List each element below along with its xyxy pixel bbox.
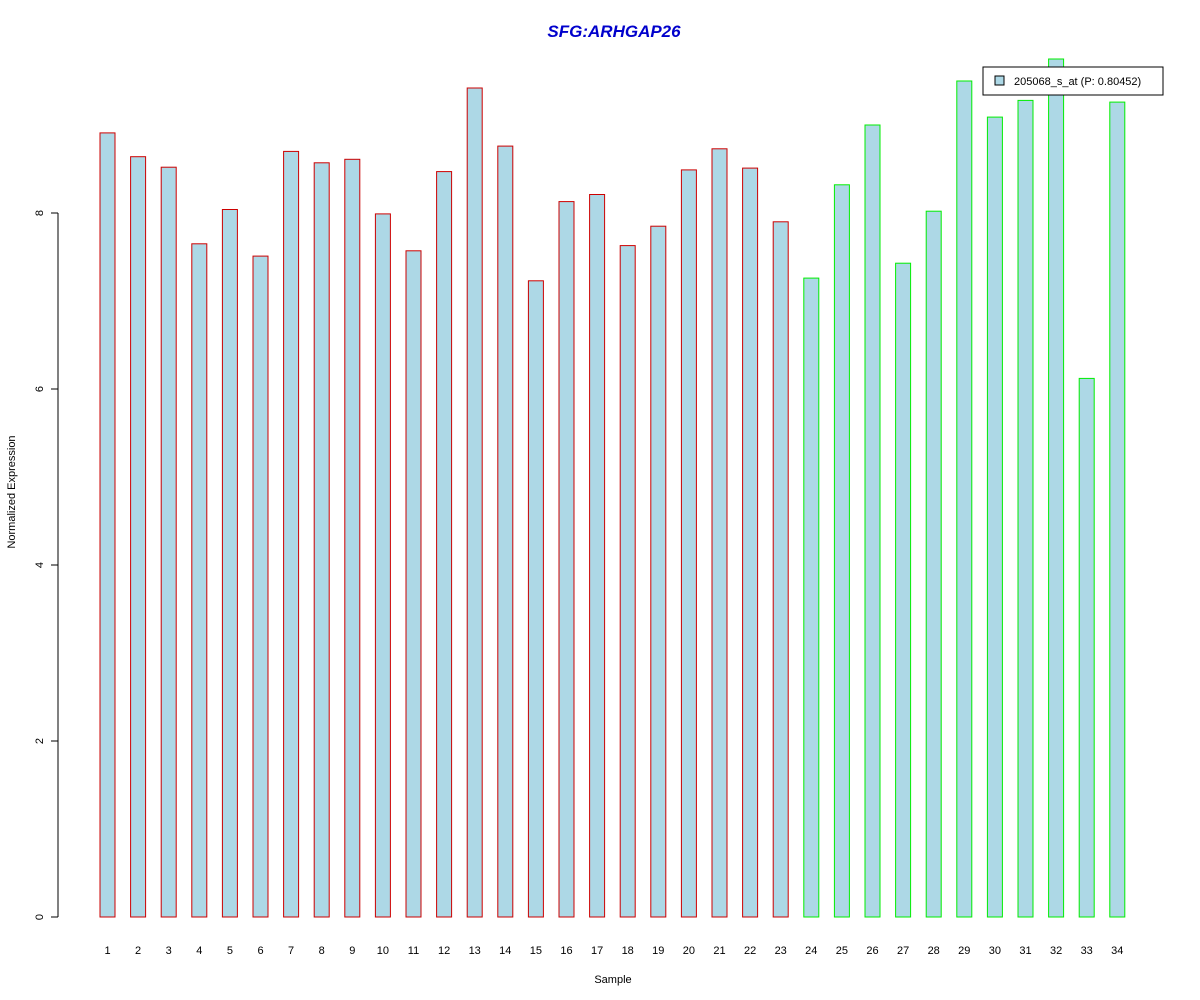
x-tick-label: 31 [1019, 945, 1031, 957]
bar-30 [986, 116, 1003, 918]
y-axis: 0 2 4 6 8 [34, 210, 59, 920]
bar-14 [497, 145, 514, 918]
x-tick-label: 8 [319, 945, 325, 957]
bar-16 [558, 201, 575, 918]
bar-21 [711, 148, 728, 918]
bar-23 [772, 221, 789, 918]
x-tick-label: 10 [377, 945, 389, 957]
x-tick-label: 7 [288, 945, 294, 957]
bar-1 [99, 132, 116, 918]
bar-34 [1109, 101, 1126, 918]
bar-17 [589, 194, 606, 918]
y-tick-label: 6 [34, 386, 46, 392]
bar-27 [895, 262, 912, 918]
y-tick-label: 2 [34, 738, 46, 744]
bar-7 [283, 150, 300, 918]
x-tick-label: 9 [349, 945, 355, 957]
bar-29 [956, 80, 973, 918]
x-tick-label: 11 [408, 945, 419, 957]
x-tick-label: 29 [958, 945, 970, 957]
x-tick-label: 3 [166, 945, 172, 957]
x-tick-label: 30 [989, 945, 1001, 957]
x-tick-label: 6 [257, 945, 263, 957]
x-tick-label: 16 [560, 945, 572, 957]
bar-24 [803, 277, 820, 918]
x-tick-labels: 1 2 3 4 5 6 7 8 9 10 11 12 13 14 15 16 17 18 19 20 21 22 23 24 2… [104, 945, 1123, 957]
bar-18 [619, 245, 636, 918]
x-tick-label: 19 [652, 945, 664, 957]
legend-swatch [994, 75, 1005, 86]
x-tick-label: 26 [866, 945, 878, 957]
x-tick-label: 33 [1081, 945, 1093, 957]
x-axis-label: Sample [594, 974, 631, 986]
bar-13 [466, 87, 483, 918]
x-tick-label: 5 [227, 945, 233, 957]
x-tick-label: 1 [104, 945, 110, 957]
bar-25 [833, 184, 850, 918]
x-tick-label: 27 [897, 945, 909, 957]
bar-33 [1078, 377, 1095, 918]
legend-box [982, 66, 1164, 96]
x-tick-label: 25 [836, 945, 848, 957]
chart-title: SFG:ARHGAP26 [547, 22, 681, 41]
x-tick-label: 18 [622, 945, 634, 957]
x-tick-label: 15 [530, 945, 542, 957]
y-tick-label: 4 [34, 562, 46, 568]
bar-8 [313, 162, 330, 918]
x-tick-label: 17 [591, 945, 603, 957]
y-axis-label: Normalized Expression [6, 435, 18, 548]
bar-10 [374, 213, 391, 918]
bar-28 [925, 210, 942, 918]
x-tick-label: 34 [1111, 945, 1123, 957]
x-tick-label: 28 [928, 945, 940, 957]
x-tick-label: 24 [805, 945, 817, 957]
bar-4 [191, 243, 208, 918]
x-tick-label: 4 [196, 945, 202, 957]
bar-26 [864, 124, 881, 918]
bar-5 [221, 209, 238, 918]
bar-6 [252, 255, 269, 918]
x-tick-label: 32 [1050, 945, 1062, 957]
bar-11 [405, 250, 422, 918]
bars-group [99, 58, 1126, 918]
x-tick-label: 12 [438, 945, 450, 957]
bar-15 [527, 280, 544, 918]
bar-2 [130, 156, 147, 918]
y-tick-label: 8 [34, 210, 46, 216]
bar-31 [1017, 99, 1034, 918]
bar-19 [650, 225, 667, 918]
bar-9 [344, 158, 361, 918]
bar-22 [742, 167, 759, 918]
bar-3 [160, 166, 177, 918]
bar-32 [1048, 58, 1065, 918]
x-tick-label: 20 [683, 945, 695, 957]
x-tick-label: 14 [499, 945, 511, 957]
bar-12 [436, 171, 453, 918]
x-tick-label: 13 [469, 945, 481, 957]
legend-label: 205068_s_at (P: 0.80452) [1014, 76, 1141, 88]
y-tick-label: 0 [34, 914, 46, 920]
x-tick-label: 22 [744, 945, 756, 957]
x-tick-label: 21 [713, 945, 725, 957]
legend: 205068_s_at (P: 0.80452) [982, 66, 1164, 96]
x-tick-label: 23 [775, 945, 787, 957]
x-tick-label: 2 [135, 945, 141, 957]
bar-20 [680, 169, 697, 918]
